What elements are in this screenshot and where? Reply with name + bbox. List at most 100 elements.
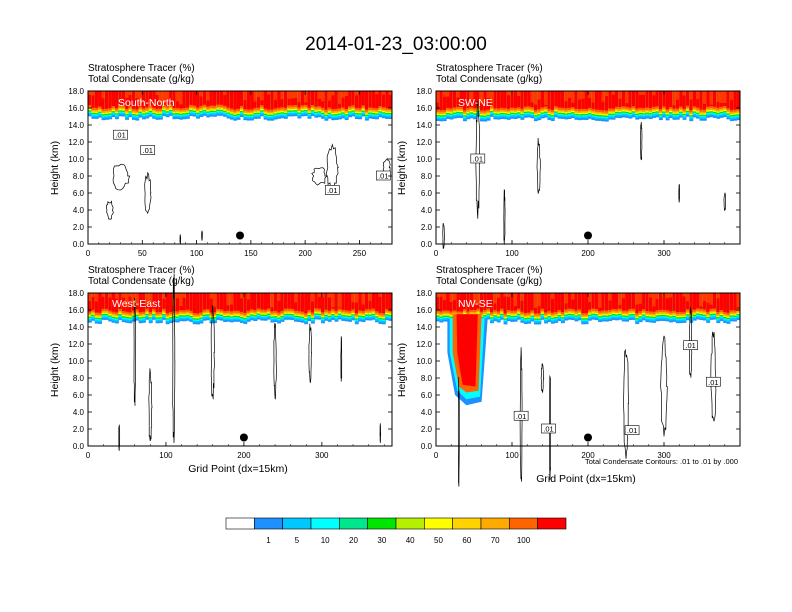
subtitle-condensate: Total Condensate (g/kg) [88, 74, 194, 85]
panel-label: South-North [118, 97, 175, 109]
tracer-band [88, 293, 92, 312]
tracer-band [307, 293, 312, 310]
tracer-streak [115, 293, 119, 299]
tracer-band [510, 293, 515, 311]
tracer-streak [446, 91, 450, 97]
contour-label-box [470, 153, 486, 164]
tracer-band [294, 91, 298, 106]
tracer-band [94, 91, 99, 108]
tracer-band [304, 293, 309, 314]
tracer-band [348, 91, 352, 107]
panel-label: SW-NE [458, 97, 493, 109]
tracer-band [240, 91, 244, 106]
tracer-band [236, 293, 241, 311]
tracer-band [638, 91, 643, 108]
tracer-band [544, 293, 548, 313]
tracer-streak [91, 293, 95, 298]
tracer-band [439, 91, 444, 111]
tracer-band [557, 293, 562, 310]
tracer-band [503, 293, 508, 314]
condensate-contour [325, 143, 339, 191]
tracer-streak [94, 293, 99, 302]
tracer-band [496, 293, 501, 312]
tracer-streak [88, 293, 92, 302]
condensate-contour [133, 297, 137, 406]
tracer-streak [331, 91, 335, 96]
tracer-band [452, 91, 457, 108]
tracer-band [436, 293, 440, 311]
tracer-streak [108, 293, 112, 298]
contour-label: .01 [708, 378, 718, 387]
y-tick-label: 8.0 [73, 374, 85, 383]
tracer-band [287, 293, 292, 309]
panel-sw-ne: Stratosphere Tracer (%) Total Condensate… [396, 63, 741, 258]
tracer-band [476, 91, 481, 106]
x-tick-label: 200 [581, 249, 595, 258]
contour-label: .01 [627, 426, 637, 435]
condensate-contour [536, 137, 541, 194]
tracer-band [280, 293, 285, 311]
tracer-band [209, 91, 214, 106]
tracer-band [503, 91, 508, 109]
tracer-streak [290, 91, 295, 99]
tracer-band [344, 293, 349, 311]
y-tick-label: 10.0 [416, 357, 432, 366]
tracer-band [236, 91, 241, 109]
tracer-streak [689, 91, 693, 100]
tracer-band [520, 91, 525, 109]
tracer-band [169, 293, 173, 313]
tracer-band [263, 91, 268, 109]
tracer-band [702, 293, 707, 310]
tracer-streak [682, 91, 686, 96]
condensate-contour [519, 347, 523, 482]
condensate-contour [660, 335, 668, 437]
tracer-band [115, 293, 119, 313]
tracer-streak [162, 91, 166, 103]
tracer-streak [182, 293, 186, 298]
tracer-band [300, 91, 305, 106]
tracer-band [148, 91, 153, 106]
tracer-band [317, 293, 322, 309]
tracer-streak [685, 293, 690, 302]
tracer-streak [310, 293, 315, 302]
tracer-streak [469, 91, 474, 100]
tracer-streak [571, 293, 575, 300]
figure-title: 2014-01-23_03:00:00 [305, 34, 487, 55]
x-tick-label: 100 [505, 451, 519, 460]
tracer-band [466, 293, 471, 312]
tracer-band [135, 91, 140, 110]
tracer-band [216, 91, 221, 105]
tracer-streak [354, 91, 359, 96]
contour-label: .01 [543, 425, 553, 434]
tracer-streak [513, 293, 518, 307]
y-axis-label: Height (km) [396, 343, 408, 397]
y-tick-label: 14.0 [416, 121, 432, 130]
tracer-band [256, 91, 261, 108]
tracer-band [540, 91, 545, 108]
tracer-streak [719, 91, 724, 103]
y-tick-label: 2.0 [421, 425, 433, 434]
tracer-streak [493, 293, 497, 304]
tracer-band [199, 91, 204, 106]
tracer-band [277, 293, 282, 313]
tracer-band [560, 91, 565, 108]
tracer-streak [101, 293, 105, 297]
tracer-band [381, 293, 386, 314]
tracer-band [91, 91, 96, 108]
tracer-band [631, 293, 636, 309]
tracer-streak [709, 293, 713, 305]
tracer-band [560, 293, 565, 313]
tracer-band [615, 293, 619, 310]
tracer-streak [229, 293, 234, 305]
tracer-streak [638, 91, 643, 95]
tracer-band [192, 91, 197, 106]
condensate-contour [457, 376, 460, 487]
tracer-band [723, 293, 727, 312]
tracer-band [104, 91, 109, 109]
y-tick-label: 6.0 [421, 391, 433, 400]
tracer-streak [598, 293, 602, 308]
condensate-contour [172, 273, 176, 444]
tracer-streak [506, 91, 511, 96]
tracer-band [645, 91, 650, 108]
tracer-band [554, 91, 559, 107]
